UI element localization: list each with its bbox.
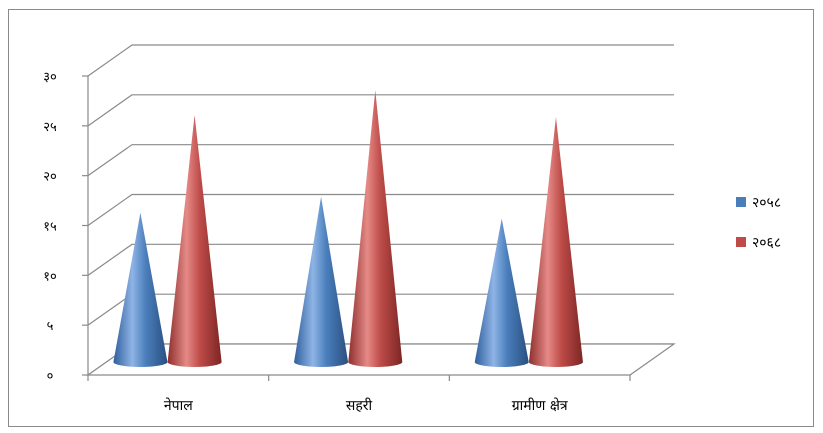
cone-series-1 bbox=[294, 196, 349, 367]
legend: २०५८ २०६८ bbox=[736, 195, 781, 251]
y-tick-label: १० bbox=[43, 269, 57, 284]
gridline bbox=[87, 144, 674, 177]
cone-series-2 bbox=[528, 116, 583, 367]
cone-series-1 bbox=[113, 212, 168, 367]
cone-series bbox=[113, 90, 583, 368]
cone-body bbox=[167, 114, 222, 367]
legend-swatch bbox=[736, 237, 746, 247]
y-tick-label: २५ bbox=[43, 120, 57, 135]
y-tick-label: ५ bbox=[47, 319, 54, 334]
y-tick-label: ३० bbox=[43, 70, 57, 85]
gridline bbox=[87, 193, 674, 226]
gridline bbox=[87, 94, 674, 127]
gridline bbox=[87, 44, 674, 77]
x-category-label: सहरी bbox=[346, 397, 373, 414]
y-tick-label: २० bbox=[43, 170, 57, 185]
x-category-label: नेपाल bbox=[164, 397, 193, 414]
legend-label: २०५८ bbox=[752, 195, 781, 211]
cone-series-2 bbox=[348, 90, 403, 368]
cone-body bbox=[348, 90, 403, 368]
legend-label: २०६८ bbox=[752, 235, 781, 251]
y-tick-label: ० bbox=[47, 369, 54, 384]
cone-body bbox=[528, 116, 583, 367]
cone-body bbox=[474, 218, 529, 367]
gridline bbox=[87, 243, 674, 276]
cone-body bbox=[294, 196, 349, 367]
x-axis-labels: नेपाल सहरी ग्रामीण क्षेत्र bbox=[164, 397, 568, 414]
legend-swatch bbox=[736, 197, 746, 207]
y-tick-label: १५ bbox=[43, 220, 57, 235]
y-axis-ticks: ० ५ १० १५ २० २५ ३० bbox=[43, 70, 57, 384]
cone-body bbox=[113, 212, 168, 367]
x-category-label: ग्रामीण क्षेत्र bbox=[512, 397, 568, 414]
cone-series-1 bbox=[474, 218, 529, 367]
cone-series-2 bbox=[167, 114, 222, 367]
